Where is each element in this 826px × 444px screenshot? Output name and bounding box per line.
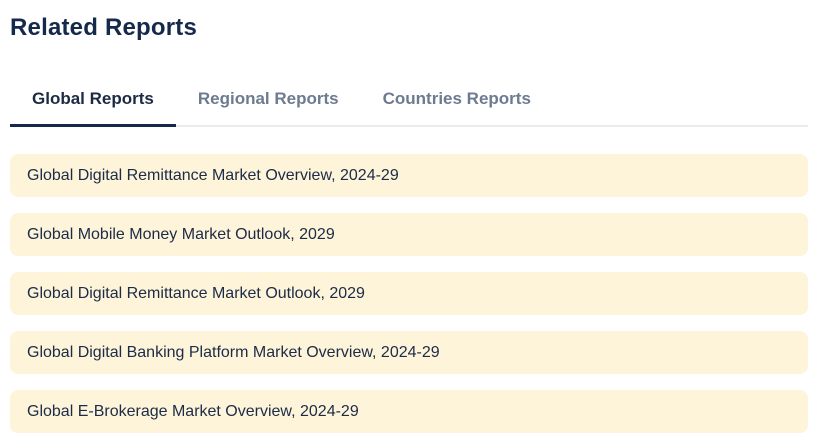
report-list: Global Digital Remittance Market Overvie… (0, 154, 826, 433)
tab-regional-reports[interactable]: Regional Reports (197, 89, 339, 108)
report-row[interactable]: Global Digital Remittance Market Outlook… (10, 272, 808, 315)
report-row[interactable]: Global Digital Remittance Market Overvie… (10, 154, 808, 197)
page-title: Related Reports (10, 14, 198, 41)
report-row[interactable]: Global Mobile Money Market Outlook, 2029 (10, 213, 808, 256)
report-row[interactable]: Global Digital Banking Platform Market O… (10, 331, 808, 374)
report-row[interactable]: Global E-Brokerage Market Overview, 2024… (10, 390, 808, 433)
reports-tab-bar: Global Reports Regional Reports Countrie… (10, 84, 808, 127)
tab-global-reports[interactable]: Global Reports (10, 84, 176, 127)
related-reports-section: Related Reports Global Reports Regional … (0, 14, 826, 444)
tab-countries-reports[interactable]: Countries Reports (382, 89, 531, 108)
